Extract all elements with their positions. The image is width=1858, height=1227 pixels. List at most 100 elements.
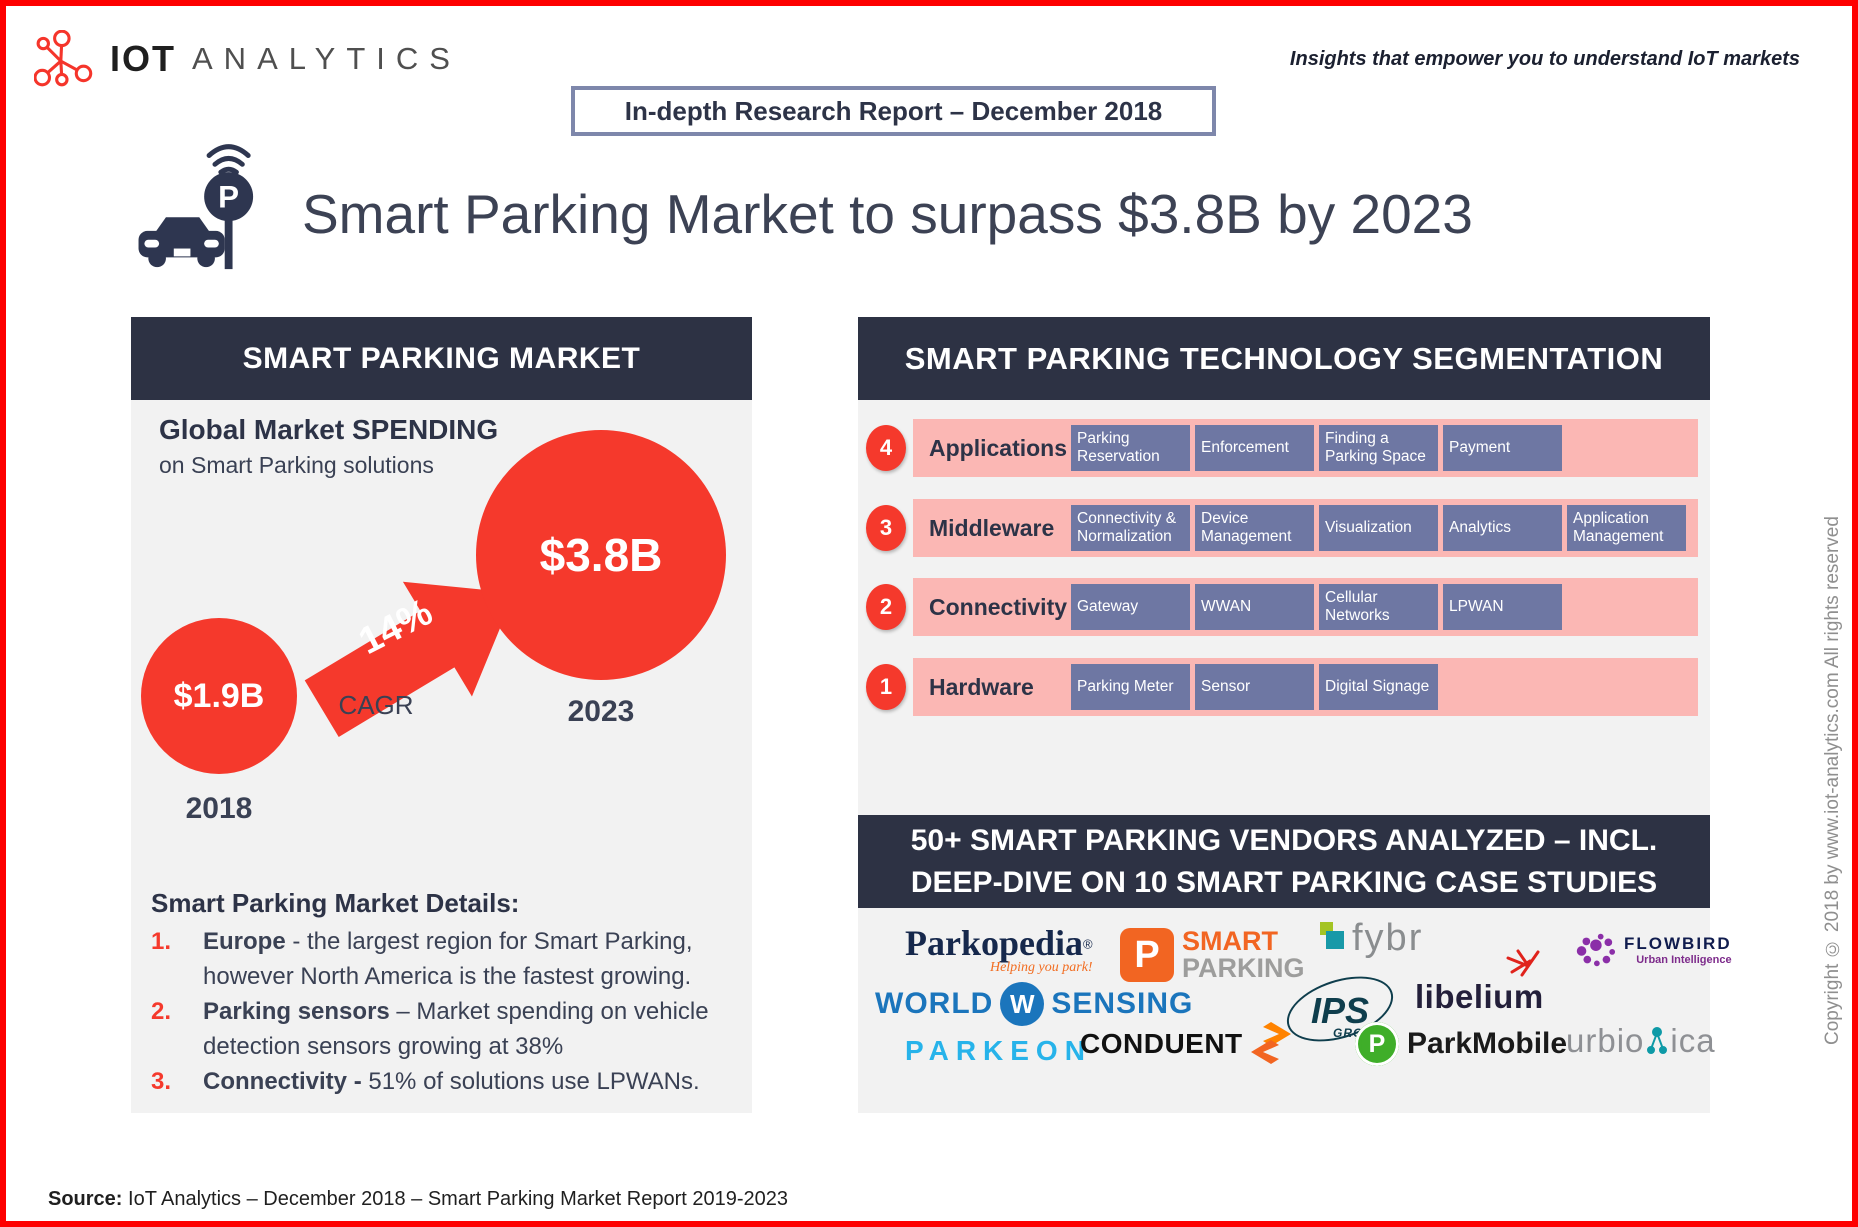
year-label-2018: 2018 xyxy=(185,792,253,825)
market-detail-item: 1. Europe - the largest region for Smart… xyxy=(151,924,735,994)
segment-tag: Analytics xyxy=(1443,505,1562,551)
row-tags: Parking Meter Sensor Digital Signage xyxy=(1071,664,1438,710)
parkmobile-wordmark: ParkMobile xyxy=(1407,1027,1568,1060)
smart-parking-word2: PARKING xyxy=(1182,953,1305,983)
registered-mark: ® xyxy=(1083,936,1093,952)
source-line: Source: IoT Analytics – December 2018 – … xyxy=(48,1188,788,1211)
vendors-banner-line1: 50+ SMART PARKING VENDORS ANALYZED – INC… xyxy=(910,824,1658,857)
detail-lead: Europe xyxy=(203,928,286,955)
detail-number: 2. xyxy=(151,998,172,1025)
spending-title: Global Market SPENDING xyxy=(159,414,499,445)
report-banner: In-depth Research Report – December 2018 xyxy=(571,86,1216,136)
vertical-copyright-text: Copyright © 2018 by www.iot-analytics.co… xyxy=(1822,516,1843,1046)
segment-tag: LPWAN xyxy=(1443,584,1562,630)
vendor-logo-smart-parking: P SMART PARKING xyxy=(1120,928,1305,982)
libelium-wordmark: libelium xyxy=(1415,978,1544,1015)
market-detail-item: 3. Connectivity - 51% of solutions use L… xyxy=(151,1064,735,1099)
vendor-logo-conduent: CONDUENT xyxy=(1080,1020,1293,1068)
row-number-badge: 1 xyxy=(866,664,906,710)
segment-tag: Connectivity & Normalization xyxy=(1071,505,1190,551)
urbiotica-wordmark-part2: ica xyxy=(1670,1022,1716,1059)
segment-tag: Enforcement xyxy=(1195,425,1314,471)
segmentation-row-hardware: 1 Hardware Parking Meter Sensor Digital … xyxy=(866,658,1698,716)
logo-text-analytics: ANALYTICS xyxy=(192,41,461,76)
segment-tag: Sensor xyxy=(1195,664,1314,710)
smart-parking-p-icon: P xyxy=(1120,928,1174,982)
worldsensing-word1: WORLD xyxy=(875,987,994,1020)
bubble-2023: $3.8B xyxy=(476,430,726,680)
segment-tag: Digital Signage xyxy=(1319,664,1438,710)
vendors-banner-line2: DEEP-DIVE ON 10 SMART PARKING CASE STUDI… xyxy=(910,866,1658,899)
flowbird-wordmark: FLOWBIRD xyxy=(1624,934,1732,953)
detail-number: 1. xyxy=(151,928,172,955)
vendor-logo-parkmobile: P ParkMobile xyxy=(1355,1022,1567,1066)
segment-tag: Cellular Networks xyxy=(1319,584,1438,630)
fybr-wordmark: fybr xyxy=(1352,917,1424,959)
parkeon-wordmark: PARKEON xyxy=(905,1035,1092,1066)
segment-tag: Device Management xyxy=(1195,505,1314,551)
conduent-wordmark: CONDUENT xyxy=(1080,1028,1243,1059)
spending-subtitle: on Smart Parking solutions xyxy=(159,452,434,478)
detail-text: 51% of solutions use LPWANs. xyxy=(368,1068,700,1095)
segment-tag: Payment xyxy=(1443,425,1562,471)
svg-text:P: P xyxy=(218,179,239,214)
bubble-2018: $1.9B xyxy=(141,618,297,774)
row-number-badge: 3 xyxy=(866,505,906,551)
iot-analytics-logo: IOT ANALYTICS xyxy=(34,30,461,88)
worldsensing-w-icon: W xyxy=(1000,982,1045,1026)
segmentation-row-middleware: 3 Middleware Connectivity & Normalizatio… xyxy=(866,499,1698,557)
libelium-dragonfly-icon xyxy=(1506,949,1540,977)
row-label: Middleware xyxy=(929,514,1055,541)
vendor-logo-worldsensing: WORLD W SENSING xyxy=(875,982,1193,1026)
vendor-logo-parkopedia: Parkopedia® Helping you park! xyxy=(905,922,1093,976)
vendor-logo-urbiotica: urbio ica xyxy=(1566,1022,1716,1060)
parkopedia-tagline: Helping you park! xyxy=(989,960,1093,975)
segmentation-panel-header: SMART PARKING TECHNOLOGY SEGMENTATION xyxy=(858,317,1710,400)
segment-tag: Visualization xyxy=(1319,505,1438,551)
row-number-badge: 2 xyxy=(866,584,906,630)
logo-text-iot: IOT xyxy=(110,38,176,79)
segment-tag: Finding a Parking Space xyxy=(1319,425,1438,471)
growth-arrow-icon xyxy=(286,535,546,770)
flowbird-subtitle: Urban Intelligence xyxy=(1636,954,1732,966)
detail-lead: Connectivity - xyxy=(203,1068,369,1095)
worldsensing-word2: SENSING xyxy=(1051,987,1194,1020)
row-number-badge: 4 xyxy=(866,425,906,471)
vendor-logo-fybr: fybr xyxy=(1320,917,1424,959)
vendor-logo-parkeon: PARKEON xyxy=(905,1035,1092,1067)
segment-tag: Parking Meter xyxy=(1071,664,1190,710)
vendor-logo-libelium: libelium xyxy=(1415,948,1544,1016)
fybr-squares-icon xyxy=(1320,922,1346,952)
parking-sign-car-icon: P xyxy=(132,132,290,279)
parkmobile-p-icon: P xyxy=(1355,1022,1399,1066)
row-label: Connectivity xyxy=(929,593,1068,620)
market-panel-body: Global Market SPENDING on Smart Parking … xyxy=(131,400,752,1113)
year-label-2023: 2023 xyxy=(567,695,635,728)
market-panel: SMART PARKING MARKET Global Market SPEND… xyxy=(131,317,752,1113)
detail-number: 3. xyxy=(151,1068,172,1095)
urbiotica-wordmark-part1: urbio xyxy=(1566,1022,1645,1059)
row-label: Hardware xyxy=(929,673,1034,700)
segmentation-panel: SMART PARKING TECHNOLOGY SEGMENTATION 4 … xyxy=(858,317,1732,1113)
page-title: Smart Parking Market to surpass $3.8B by… xyxy=(302,183,1473,245)
parkopedia-wordmark: Parkopedia xyxy=(905,923,1084,963)
smart-parking-word1: SMART xyxy=(1182,926,1278,956)
market-panel-header: SMART PARKING MARKET xyxy=(131,317,752,400)
segment-tag: Gateway xyxy=(1071,584,1190,630)
company-tagline: Insights that empower you to understand … xyxy=(1289,48,1800,70)
segment-tag: Parking Reservation xyxy=(1071,425,1190,471)
row-tags: Gateway WWAN Cellular Networks LPWAN xyxy=(1071,584,1562,630)
vendor-logo-flowbird: FLOWBIRD Urban Intelligence xyxy=(1572,930,1732,970)
ips-wordmark: IPS xyxy=(1311,990,1370,1031)
row-tags: Connectivity & Normalization Device Mana… xyxy=(1071,505,1686,551)
market-details-list: 1. Europe - the largest region for Smart… xyxy=(151,924,735,1099)
segment-tag: WWAN xyxy=(1195,584,1314,630)
flowbird-dots-icon xyxy=(1576,933,1616,967)
row-tags: Parking Reservation Enforcement Finding … xyxy=(1071,425,1562,471)
source-text: IoT Analytics – December 2018 – Smart Pa… xyxy=(122,1188,788,1210)
source-label: Source: xyxy=(48,1188,123,1210)
molecule-logo-icon xyxy=(34,30,93,87)
market-detail-item: 2. Parking sensors – Market spending on … xyxy=(151,994,735,1064)
row-label: Applications xyxy=(929,434,1068,461)
